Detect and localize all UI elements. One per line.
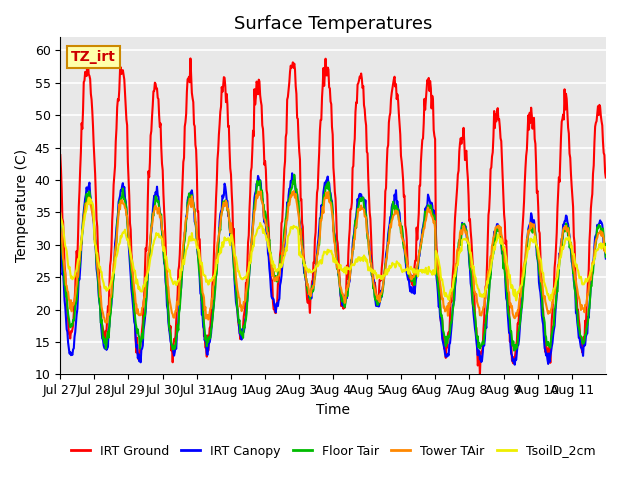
IRT Ground [221,84,229,89]
Tower TAir [102,320,109,325]
Floor Tair [248,239,255,244]
Line: IRT Ground: IRT Ground [60,59,606,375]
TsoilD_2cm [602,250,610,255]
Tower TAir [421,219,429,225]
IRT Canopy [268,296,276,301]
Tower TAir [221,203,229,208]
IRT Ground [420,96,428,102]
IRT Ground [248,148,256,154]
IRT Canopy [120,184,128,190]
TsoilD_2cm [248,248,256,253]
IRT Canopy [221,181,228,187]
IRT Canopy [602,256,610,262]
Tower TAir [269,266,276,272]
Floor Tair [120,195,128,201]
Floor Tair [291,172,298,178]
TsoilD_2cm [547,298,554,303]
Text: TZ_irt: TZ_irt [71,50,116,64]
IRT Canopy [288,170,296,176]
Tower TAir [248,232,256,238]
Line: IRT Canopy: IRT Canopy [60,173,606,365]
X-axis label: Time: Time [316,403,350,417]
TsoilD_2cm [85,195,93,201]
TsoilD_2cm [269,258,276,264]
IRT Ground [269,299,276,305]
TsoilD_2cm [56,210,64,216]
IRT Ground [390,76,397,82]
IRT Ground [476,372,484,378]
IRT Ground [120,77,128,83]
Floor Tair [56,218,64,224]
Tower TAir [121,205,129,211]
TsoilD_2cm [420,270,428,276]
IRT Canopy [511,362,518,368]
IRT Ground [56,152,64,158]
IRT Canopy [390,202,397,207]
IRT Ground [602,175,610,180]
IRT Ground [187,56,195,61]
Line: Floor Tair: Floor Tair [60,175,606,350]
Tower TAir [391,212,399,217]
Floor Tair [602,254,610,260]
TsoilD_2cm [221,236,229,242]
IRT Canopy [248,238,255,244]
TsoilD_2cm [390,261,397,267]
TsoilD_2cm [121,227,129,232]
Y-axis label: Temperature (C): Temperature (C) [15,149,29,263]
IRT Canopy [56,231,64,237]
Floor Tair [390,205,397,211]
Title: Surface Temperatures: Surface Temperatures [234,15,432,33]
Floor Tair [510,348,518,353]
Line: Tower TAir: Tower TAir [60,191,606,323]
Tower TAir [290,188,298,194]
Legend: IRT Ground, IRT Canopy, Floor Tair, Tower TAir, TsoilD_2cm: IRT Ground, IRT Canopy, Floor Tair, Towe… [66,440,600,463]
Tower TAir [602,249,610,255]
Floor Tair [420,218,428,224]
Line: TsoilD_2cm: TsoilD_2cm [60,198,606,300]
IRT Canopy [420,216,428,222]
Tower TAir [56,226,64,232]
Floor Tair [268,270,276,276]
Floor Tair [221,203,228,208]
